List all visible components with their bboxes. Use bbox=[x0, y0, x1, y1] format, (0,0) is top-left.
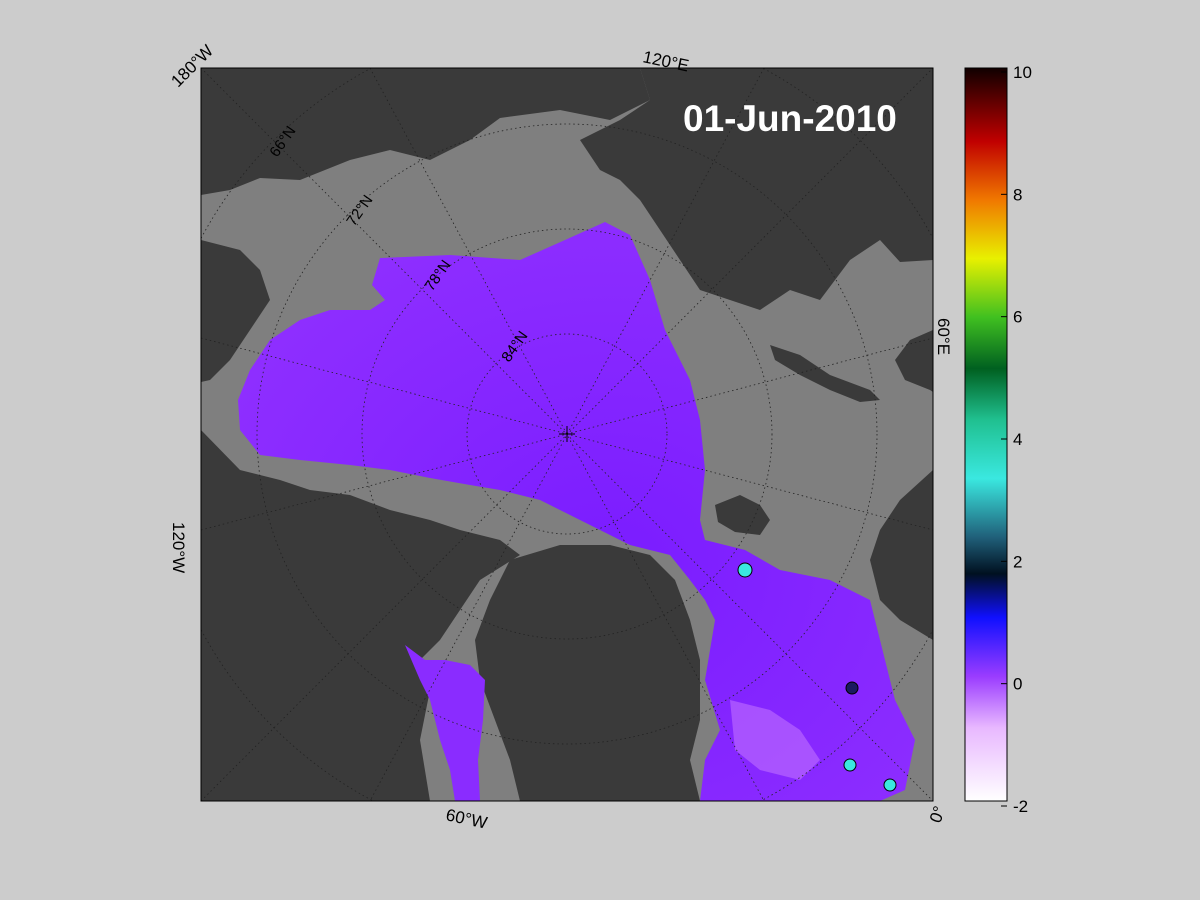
land-scandinavia bbox=[895, 330, 933, 392]
latitude-circle-84 bbox=[466, 333, 668, 535]
colorbar-tick-label: 10 bbox=[1013, 63, 1032, 82]
colorbar-gradient bbox=[964, 67, 1008, 802]
spot-c bbox=[883, 778, 897, 792]
colorbar-ticks: 10 8 6 4 2 0 -2 bbox=[1001, 63, 1032, 816]
colorbar-tick-label: 4 bbox=[1013, 430, 1022, 449]
map-frame-border bbox=[200, 67, 934, 802]
land-greenland bbox=[475, 545, 700, 801]
spot-d bbox=[845, 681, 859, 695]
ice-light-patch bbox=[730, 700, 820, 780]
land-northern-russia bbox=[580, 68, 933, 310]
ice-baffin-bay bbox=[405, 645, 485, 801]
colorbar-tick-label: 2 bbox=[1013, 552, 1022, 571]
land-masses bbox=[201, 68, 933, 801]
land-svalbard bbox=[715, 495, 770, 535]
colorbar-tick-label: 0 bbox=[1013, 675, 1022, 694]
lon-label-0: 0° bbox=[926, 804, 949, 826]
latitude-circle-72 bbox=[256, 123, 878, 745]
meridian-line-f bbox=[369, 68, 765, 801]
spot-a bbox=[737, 562, 753, 578]
colorbar: 10 8 6 4 2 0 -2 bbox=[964, 63, 1032, 816]
land-alaska bbox=[201, 240, 270, 382]
ice-arctic-basin bbox=[238, 222, 915, 801]
meridian-line-c bbox=[369, 68, 765, 801]
colorbar-tick-label: 6 bbox=[1013, 308, 1022, 327]
land-canada bbox=[201, 430, 520, 801]
sea-ice bbox=[238, 222, 915, 801]
lon-label-60w: 60°W bbox=[444, 805, 489, 832]
colorbar-tick-label: -2 bbox=[1013, 797, 1028, 816]
lon-label-60e: 60°E bbox=[934, 318, 953, 355]
lon-label-120w: 120°W bbox=[169, 522, 188, 573]
pole-marker bbox=[559, 426, 575, 442]
colorbar-tick-label: 8 bbox=[1013, 185, 1022, 204]
land-norway bbox=[870, 470, 933, 640]
spot-b bbox=[843, 758, 857, 772]
highlight-spots bbox=[737, 562, 897, 792]
latitude-circle-78 bbox=[361, 228, 773, 640]
land-siberia bbox=[201, 68, 650, 195]
land-novaya-zemlya bbox=[770, 345, 880, 402]
date-label: 01-Jun-2010 bbox=[683, 98, 897, 139]
